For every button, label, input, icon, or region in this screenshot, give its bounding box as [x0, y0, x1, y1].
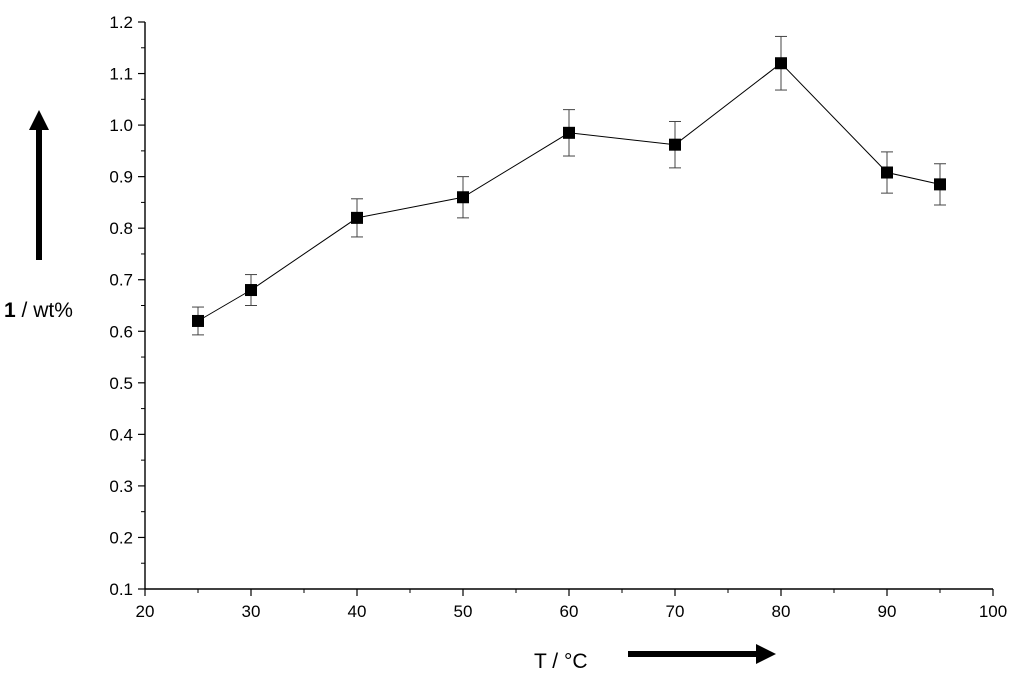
- y-tick-label: 0.2: [109, 528, 133, 547]
- x-tick-label: 70: [666, 602, 685, 621]
- y-axis-tick-labels: 0.1 0.2 0.3 0.4 0.5 0.6 0.7 0.8 0.9 1.0 1.1 1.2: [109, 13, 133, 599]
- x-axis-tick-labels: 20 30 40 50 60 70 80 90 100: [136, 602, 1008, 621]
- y-tick-label: 0.3: [109, 477, 133, 496]
- x-tick-label: 100: [979, 602, 1007, 621]
- y-tick-label: 0.8: [109, 219, 133, 238]
- error-bars: [192, 35, 946, 336]
- x-tick-label: 40: [348, 602, 367, 621]
- x-axis-ticks: [144, 589, 994, 596]
- y-tick-label: 0.7: [109, 271, 133, 290]
- y-tick-label: 1.1: [109, 65, 133, 84]
- y-tick-label: 0.1: [109, 580, 133, 599]
- x-axis-arrow: [628, 644, 776, 664]
- data-point: [192, 314, 204, 327]
- series-line: [197, 62, 941, 322]
- x-tick-label: 50: [454, 602, 473, 621]
- y-tick-label: 0.9: [109, 168, 133, 187]
- x-tick-label: 20: [136, 602, 155, 621]
- y-tick-label: 0.5: [109, 374, 133, 393]
- data-point: [563, 126, 575, 139]
- y-tick-label: 0.4: [109, 425, 133, 444]
- data-point: [775, 57, 787, 70]
- y-tick-label: 0.6: [109, 322, 133, 341]
- x-tick-label: 30: [242, 602, 261, 621]
- data-point: [351, 211, 363, 224]
- y-axis-title-compound: 1: [4, 299, 16, 322]
- y-axis-title: 1 / wt%: [4, 299, 73, 322]
- x-tick-label: 90: [878, 602, 897, 621]
- x-tick-label: 60: [560, 602, 579, 621]
- x-tick-label: 80: [772, 602, 791, 621]
- y-tick-label: 1.0: [109, 116, 133, 135]
- y-axis-title-unit: / wt%: [16, 299, 73, 322]
- data-point: [457, 191, 469, 204]
- data-markers: [192, 57, 946, 327]
- data-point: [669, 138, 681, 151]
- y-axis-arrow: [29, 110, 49, 260]
- y-tick-label: 1.2: [109, 13, 133, 32]
- y-axis-ticks: [138, 21, 145, 590]
- data-point: [934, 178, 946, 191]
- data-point: [245, 284, 257, 297]
- data-point: [881, 166, 893, 179]
- x-axis-title: T / °C: [534, 650, 588, 673]
